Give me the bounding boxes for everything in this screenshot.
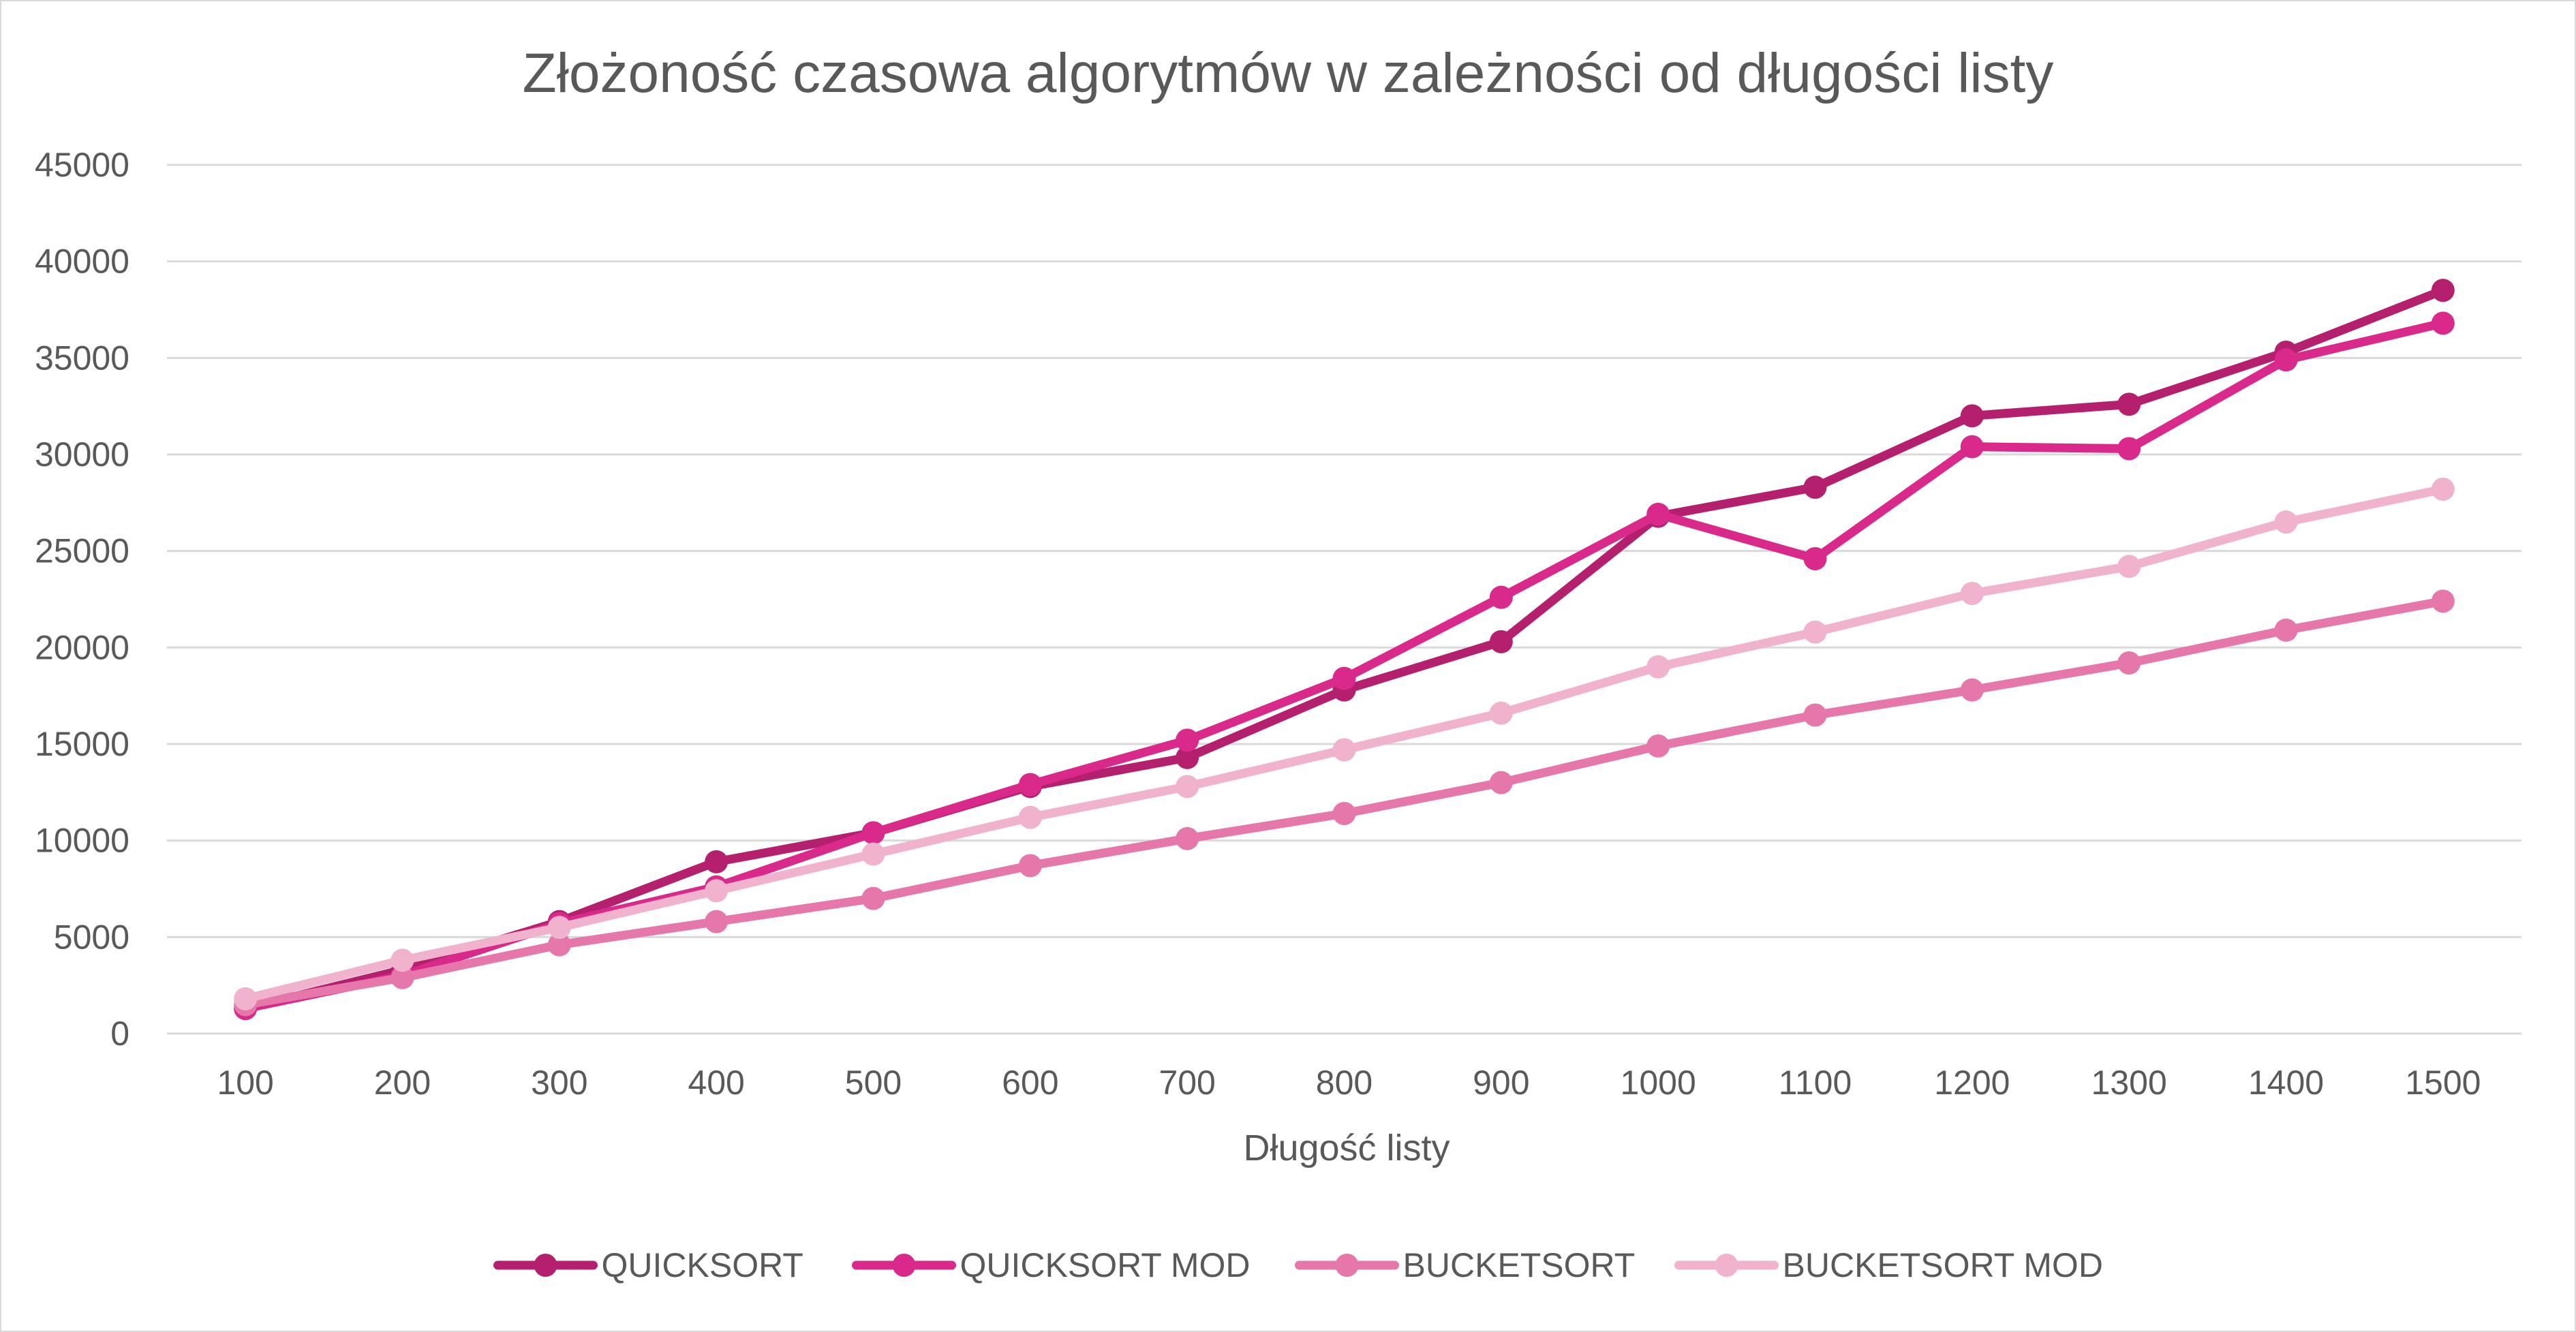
y-tick-label: 20000 <box>35 628 129 666</box>
x-axis-title: Długość listy <box>1243 1128 1450 1168</box>
data-point <box>1646 502 1670 526</box>
data-point <box>705 850 729 873</box>
data-point <box>1176 728 1199 752</box>
legend-item-quicksort: QUICKSORT <box>493 1246 803 1284</box>
data-point <box>1489 771 1513 794</box>
data-point <box>861 821 885 845</box>
legend-item-quicksort-mod: QUICKSORT MOD <box>852 1246 1251 1284</box>
y-axis-ticks: 0 5000 10000 15000 20000 25000 30000 35000 40000… <box>35 146 129 1053</box>
grid-lines <box>167 164 2521 1035</box>
legend-swatch-marker <box>892 1254 916 1277</box>
data-point <box>1803 547 1827 570</box>
series-line <box>241 285 2448 1013</box>
data-point <box>861 842 885 866</box>
data-point <box>2274 618 2298 642</box>
y-tick-label: 30000 <box>35 435 129 474</box>
x-tick-label: 900 <box>1473 1064 1529 1102</box>
legend: QUICKSORT QUICKSORT MOD BUCKETSORT BUCKETSO… <box>493 1246 2103 1284</box>
data-point <box>2117 555 2141 578</box>
data-point <box>234 987 258 1010</box>
data-point <box>1803 620 1827 644</box>
x-tick-label: 1200 <box>1934 1064 2010 1102</box>
x-tick-label: 400 <box>688 1064 744 1102</box>
y-tick-label: 5000 <box>54 918 129 956</box>
legend-item-bucketsort: BUCKETSORT <box>1295 1246 1636 1284</box>
data-point <box>1489 585 1513 609</box>
x-axis-ticks: 100 200 300 400 500 600 700 800 900 1000 1100 1200 1… <box>217 1064 2481 1102</box>
data-point <box>705 910 729 933</box>
x-tick-label: 800 <box>1316 1064 1373 1102</box>
series-quicksort <box>234 279 2455 1021</box>
data-point <box>2274 510 2298 534</box>
series-bucketsort <box>234 589 2455 1017</box>
data-point <box>2431 589 2455 613</box>
data-point <box>2117 651 2141 675</box>
data-point <box>1176 826 1199 850</box>
x-tick-label: 600 <box>1002 1064 1058 1102</box>
legend-label: BUCKETSORT MOD <box>1783 1246 2103 1284</box>
data-point <box>2431 279 2455 303</box>
series-lines <box>234 279 2455 1021</box>
data-point <box>1176 745 1199 769</box>
x-tick-label: 700 <box>1159 1064 1215 1102</box>
data-point <box>2431 478 2455 501</box>
y-tick-label: 15000 <box>35 725 129 763</box>
data-point <box>1803 703 1827 727</box>
data-point <box>2431 311 2455 335</box>
y-tick-label: 0 <box>110 1015 129 1053</box>
legend-swatch-marker <box>534 1254 557 1277</box>
data-point <box>1960 678 1984 702</box>
data-point <box>1018 773 1042 796</box>
legend-swatch-marker <box>1335 1254 1359 1277</box>
x-tick-label: 1100 <box>1779 1064 1852 1102</box>
data-point <box>1960 435 1984 459</box>
x-tick-label: 1000 <box>1621 1064 1696 1102</box>
x-tick-label: 100 <box>217 1064 273 1102</box>
legend-swatch-marker <box>1715 1254 1738 1277</box>
data-point <box>1960 404 1984 428</box>
x-tick-label: 300 <box>531 1064 587 1102</box>
x-tick-label: 1300 <box>2091 1064 2167 1102</box>
data-point <box>1646 655 1670 679</box>
data-point <box>1176 775 1199 799</box>
data-point <box>861 886 885 910</box>
data-point <box>390 948 414 972</box>
data-point <box>1489 701 1513 725</box>
data-point <box>390 965 414 989</box>
x-tick-label: 500 <box>845 1064 902 1102</box>
x-tick-label: 1500 <box>2405 1064 2481 1102</box>
data-point <box>1960 582 1984 605</box>
data-point <box>2274 348 2298 372</box>
data-point <box>1646 734 1670 758</box>
data-point <box>547 916 571 940</box>
y-tick-label: 35000 <box>35 339 129 377</box>
data-point <box>1803 476 1827 499</box>
legend-label: BUCKETSORT <box>1403 1246 1636 1284</box>
data-point <box>1018 805 1042 829</box>
y-tick-label: 45000 <box>35 146 129 184</box>
data-point <box>2117 392 2141 416</box>
chart-title: Złożoność czasowa algorytmów w zależnośc… <box>523 42 2054 104</box>
data-point <box>2117 437 2141 461</box>
data-point <box>1332 738 1356 762</box>
data-point <box>705 879 729 903</box>
data-point <box>1332 666 1356 690</box>
data-point <box>1018 854 1042 878</box>
y-tick-label: 25000 <box>35 532 129 570</box>
legend-label: QUICKSORT MOD <box>960 1246 1251 1284</box>
x-tick-label: 1400 <box>2248 1064 2324 1102</box>
y-tick-label: 40000 <box>35 243 129 281</box>
x-tick-label: 200 <box>374 1064 431 1102</box>
data-point <box>1489 630 1513 653</box>
data-point <box>1332 802 1356 825</box>
legend-label: QUICKSORT <box>602 1246 803 1284</box>
series-bucketsort-mod <box>234 478 2455 1010</box>
y-tick-label: 10000 <box>35 822 129 860</box>
data-point <box>547 933 571 957</box>
legend-item-bucketsort-mod: BUCKETSORT MOD <box>1674 1246 2103 1284</box>
